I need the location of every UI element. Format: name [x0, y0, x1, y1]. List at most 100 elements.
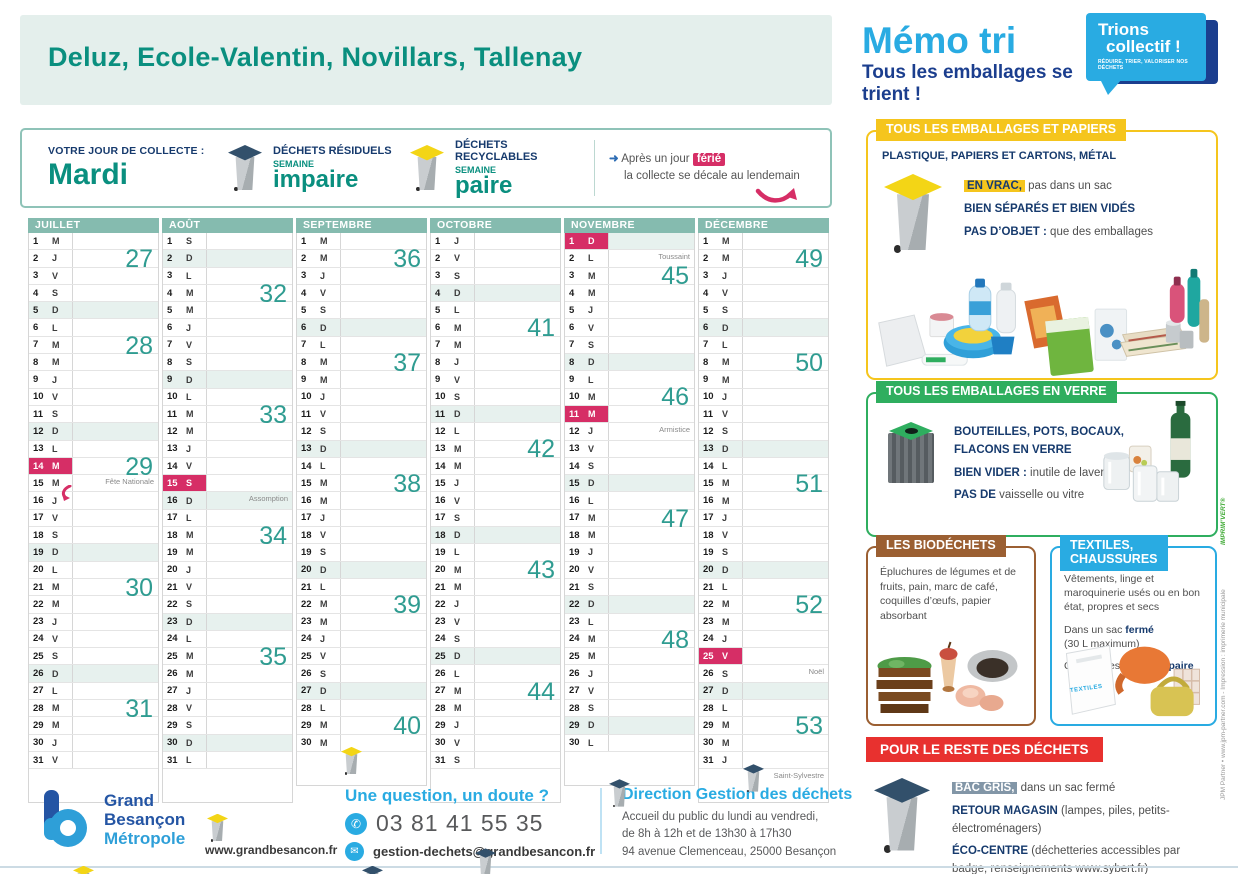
day-number: 26 — [301, 668, 312, 680]
day-content — [206, 250, 292, 267]
month-header: NOVEMBRE — [564, 218, 695, 233]
day-content — [608, 371, 694, 388]
org-website-link[interactable]: www.grandbesancon.fr — [205, 843, 338, 857]
day-number: 15 — [569, 477, 580, 489]
day-number: 13 — [703, 443, 714, 455]
section-verre-title: TOUS LES EMBALLAGES EN VERRE — [876, 381, 1117, 403]
day-letter: M — [186, 305, 194, 316]
day-number: 5 — [435, 304, 441, 316]
day-letter: M — [186, 668, 194, 679]
text-segment: EN VRAC, — [964, 180, 1025, 192]
day-number: 8 — [435, 356, 441, 368]
day-number: 1 — [301, 235, 307, 247]
day-content — [608, 561, 694, 578]
day-row: 11 M — [163, 405, 292, 424]
day-number: 25 — [435, 650, 446, 662]
day-row: 16 L — [565, 492, 694, 510]
day-content — [608, 233, 694, 250]
text-segment: BIEN VIDER : — [954, 466, 1027, 479]
day-number: 12 — [301, 425, 312, 437]
day-letter: L — [320, 582, 326, 593]
day-content — [206, 284, 292, 302]
day-row: 25 V — [699, 648, 828, 666]
day-letter: J — [588, 305, 594, 316]
day-row: 13 M — [431, 440, 560, 458]
day-row: 26 J — [565, 665, 694, 683]
day-number: 12 — [569, 425, 580, 437]
week-number: 46 — [661, 383, 689, 412]
day-number: 8 — [167, 356, 173, 368]
day-content — [206, 596, 292, 613]
month-novembre: NOVEMBRE 1 D 2 L 3 M 4 M 5 J 6 V 7 S 8 D 9 L 10 M 11 M 12 J 13 V 14… — [564, 218, 695, 808]
day-row: 23 D — [163, 613, 292, 631]
day-row: 24 L — [163, 630, 292, 649]
day-content — [474, 457, 560, 475]
day-letter: L — [454, 305, 460, 316]
day-content — [608, 700, 694, 717]
day-number: 8 — [33, 356, 39, 368]
day-number: 4 — [569, 287, 575, 299]
residual-bin-icon — [743, 764, 764, 793]
day-letter: V — [186, 339, 193, 350]
month-header: SEPTEMBRE — [296, 218, 427, 233]
day-row: 12 J — [565, 423, 694, 441]
day-content — [340, 613, 426, 630]
phone-number-link[interactable]: 03 81 41 55 35 — [376, 810, 544, 836]
section-reste-title: POUR LE RESTE DES DÉCHETS — [866, 737, 1103, 762]
day-number: 21 — [569, 581, 580, 593]
day-content — [608, 319, 694, 336]
day-content — [608, 682, 694, 700]
day-letter: M — [588, 512, 596, 523]
day-content — [742, 613, 828, 630]
day-row: 30 J — [29, 734, 158, 752]
day-content — [474, 371, 560, 388]
day-number: 11 — [565, 405, 586, 423]
day-number: 5 — [301, 304, 307, 316]
day-number: 26 — [569, 668, 580, 680]
day-row: 10 J — [699, 388, 828, 406]
text-line: EN VRAC, pas dans un sac — [964, 178, 1153, 196]
day-row: 14 V — [163, 457, 292, 476]
day-letter: M — [320, 720, 328, 731]
day-number: 13 — [301, 443, 312, 455]
day-number: 19 — [435, 546, 446, 558]
day-row: 24 J — [699, 630, 828, 649]
page-bottom-edge — [0, 866, 1238, 868]
day-letter: M — [722, 720, 730, 731]
day-row: 14 L — [297, 457, 426, 476]
day-content — [72, 475, 158, 492]
day-letter: M — [588, 288, 596, 299]
day-letter: J — [320, 270, 326, 281]
day-row: 25 M — [565, 648, 694, 666]
day-number: 19 — [33, 546, 44, 558]
day-number: 28 — [301, 702, 312, 714]
ferie-badge: férié — [692, 152, 726, 166]
day-content — [608, 596, 694, 613]
day-letter: J — [186, 685, 192, 696]
day-number: 7 — [301, 339, 307, 351]
day-number: 9 — [301, 374, 307, 386]
day-number: 23 — [301, 616, 312, 628]
day-letter: M — [52, 720, 60, 731]
day-letter: D — [454, 651, 461, 662]
trions-collectif-logo: Trions collectif ! RÉDUIRE, TRIER, VALOR… — [1086, 13, 1218, 99]
day-content — [72, 388, 158, 405]
text-line: BIEN VIDER : inutile de laver — [954, 465, 1124, 483]
day-letter: J — [320, 633, 326, 644]
day-letter: L — [454, 668, 460, 679]
day-row: 24 J — [297, 630, 426, 649]
day-number: 28 — [569, 702, 580, 714]
day-content — [474, 423, 560, 440]
day-content — [608, 267, 694, 284]
day-number: 13 — [569, 443, 580, 455]
day-content — [340, 475, 426, 492]
day-content — [474, 336, 560, 354]
day-letter: S — [722, 547, 729, 558]
day-letter: M — [722, 253, 730, 264]
day-row: 21 M — [29, 578, 158, 597]
day-letter: M — [320, 253, 328, 264]
day-content — [608, 717, 694, 734]
